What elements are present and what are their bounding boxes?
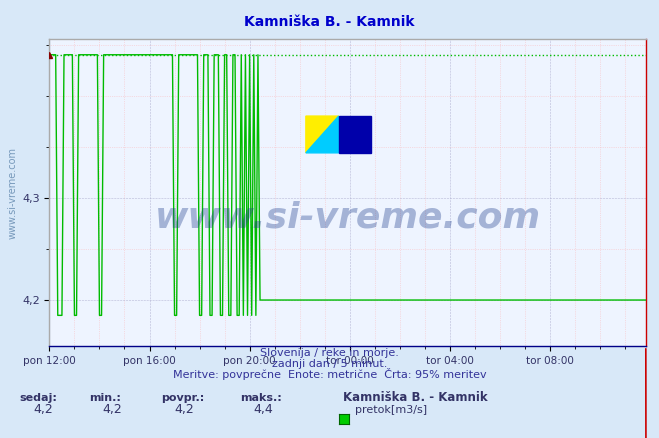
- Text: 4,2: 4,2: [102, 403, 122, 416]
- Text: maks.:: maks.:: [241, 393, 282, 403]
- Text: 4,2: 4,2: [33, 403, 53, 416]
- Text: Kamniška B. - Kamnik: Kamniška B. - Kamnik: [244, 15, 415, 29]
- Text: Meritve: povprečne  Enote: metrične  Črta: 95% meritev: Meritve: povprečne Enote: metrične Črta:…: [173, 367, 486, 380]
- Text: Kamniška B. - Kamnik: Kamniška B. - Kamnik: [343, 391, 487, 404]
- Text: Slovenija / reke in morje.: Slovenija / reke in morje.: [260, 348, 399, 358]
- Y-axis label: www.si-vreme.com: www.si-vreme.com: [8, 147, 18, 239]
- Text: min.:: min.:: [89, 393, 121, 403]
- Text: 4,2: 4,2: [175, 403, 194, 416]
- Text: zadnji dan / 5 minut.: zadnji dan / 5 minut.: [272, 359, 387, 369]
- Text: pretok[m3/s]: pretok[m3/s]: [355, 405, 426, 415]
- Text: 4,4: 4,4: [254, 403, 273, 416]
- Text: sedaj:: sedaj:: [20, 393, 57, 403]
- Polygon shape: [339, 116, 372, 153]
- Text: povpr.:: povpr.:: [161, 393, 205, 403]
- Polygon shape: [306, 116, 339, 153]
- Polygon shape: [306, 116, 339, 153]
- Text: www.si-vreme.com: www.si-vreme.com: [155, 200, 540, 234]
